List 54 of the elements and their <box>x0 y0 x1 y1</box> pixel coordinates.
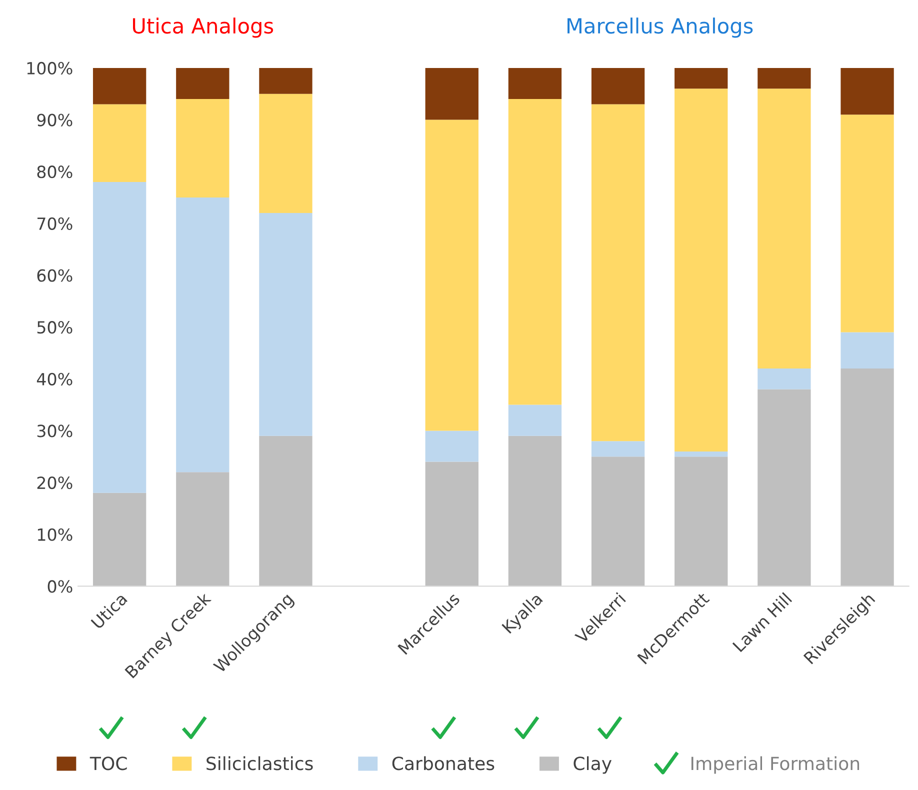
bar <box>758 68 811 89</box>
bar <box>259 213 312 436</box>
bar <box>259 68 312 94</box>
bar <box>508 436 562 586</box>
legend-label: Clay <box>574 756 612 774</box>
y-tick-label: 100% <box>27 62 72 75</box>
bar <box>840 368 894 586</box>
bar <box>508 68 562 100</box>
y-tick-label: 20% <box>37 476 72 490</box>
bar <box>176 68 230 100</box>
bar <box>92 104 146 182</box>
text: Utica Analogs <box>133 18 274 38</box>
bar <box>674 68 728 89</box>
bar <box>259 436 312 586</box>
y-tick-label: 80% <box>37 166 72 178</box>
bar <box>425 462 478 586</box>
bar <box>508 404 562 436</box>
y-tick-label: 10% <box>38 528 72 541</box>
bar <box>591 441 645 457</box>
bar <box>674 451 728 457</box>
y-tick-label: 40% <box>36 372 72 386</box>
bar <box>591 104 645 442</box>
bar <box>674 88 728 452</box>
bar <box>508 99 562 405</box>
bar <box>92 68 146 104</box>
y-tick-label: 0% <box>48 580 72 593</box>
y-tick-label: 60% <box>37 269 72 282</box>
bar <box>176 198 230 472</box>
bar <box>840 114 894 332</box>
bar <box>425 430 478 462</box>
bar <box>425 68 478 120</box>
y-tick-label: 30% <box>37 424 72 438</box>
bar <box>840 332 894 369</box>
bar <box>758 368 811 390</box>
y-tick-label: 70% <box>37 217 72 230</box>
legend-label: Carbonates <box>392 756 494 770</box>
bar <box>758 88 811 369</box>
text: Imperial Formation <box>691 756 860 774</box>
bar <box>758 389 811 586</box>
bar <box>176 472 230 586</box>
bar <box>176 99 230 198</box>
bar <box>92 182 146 493</box>
legend-label: Siliciclastics <box>206 756 313 770</box>
bar <box>259 94 312 214</box>
bar <box>674 456 728 586</box>
y-tick-label: 50% <box>37 321 72 334</box>
bar <box>840 68 894 115</box>
bar <box>591 456 645 586</box>
bar <box>92 492 146 586</box>
y-tick-label: 90% <box>37 114 72 126</box>
bar <box>425 120 478 431</box>
legend-label: TOC <box>90 756 127 770</box>
text: Marcellus Analogs <box>568 18 753 38</box>
bar <box>591 68 645 104</box>
